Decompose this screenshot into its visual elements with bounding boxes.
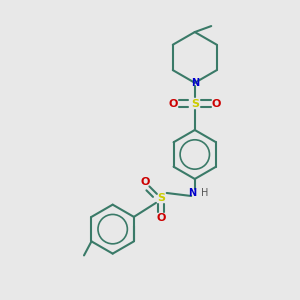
Text: N: N bbox=[188, 188, 196, 198]
Text: O: O bbox=[140, 177, 150, 187]
Text: O: O bbox=[212, 99, 221, 109]
Text: S: S bbox=[191, 99, 199, 109]
Text: N: N bbox=[191, 78, 199, 88]
Text: S: S bbox=[157, 194, 165, 203]
Text: H: H bbox=[201, 188, 208, 198]
Text: O: O bbox=[157, 213, 166, 223]
Text: O: O bbox=[169, 99, 178, 109]
